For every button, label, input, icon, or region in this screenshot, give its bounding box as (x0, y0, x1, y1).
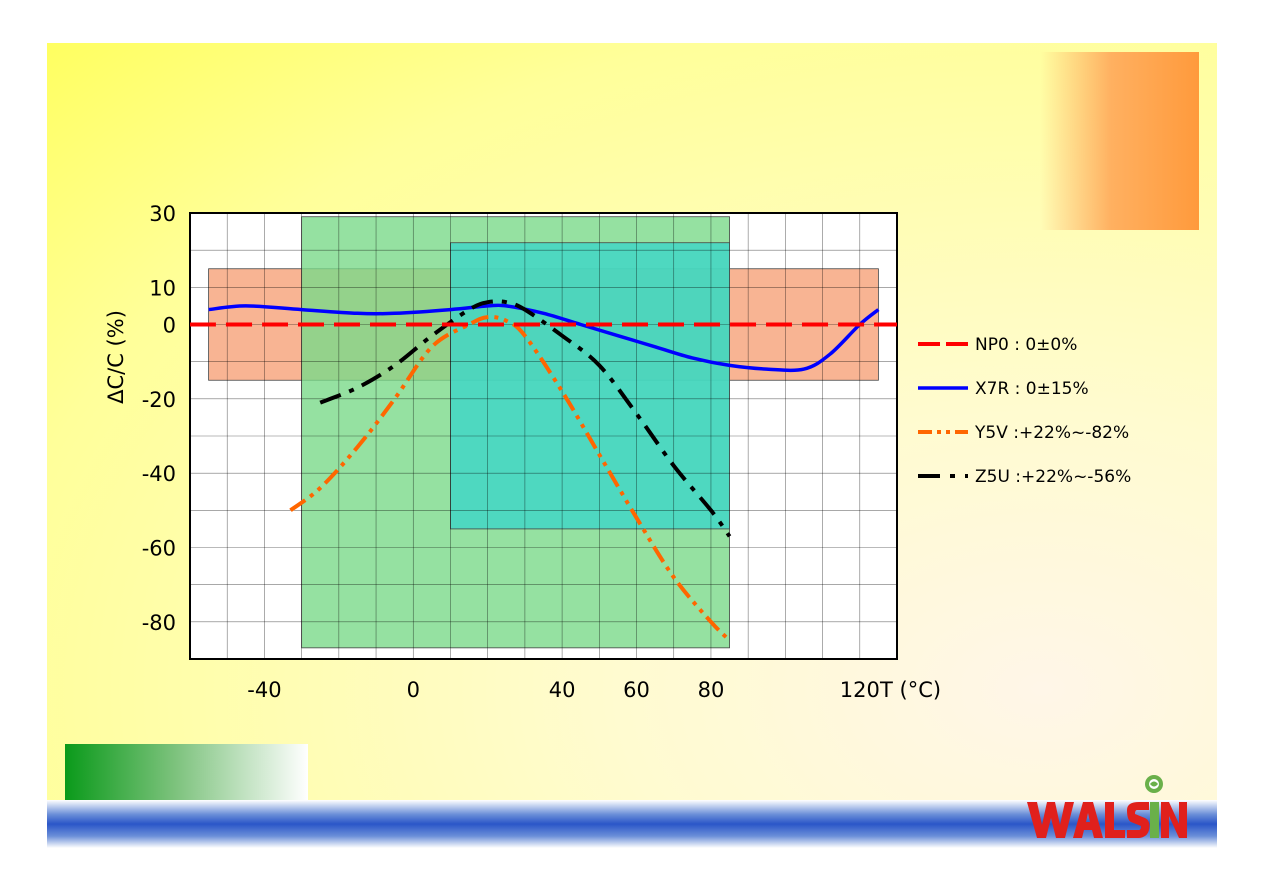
legend: NP0 : 0±0% X7R : 0±15% Y5V :+22%~-82% Z5U :… (918, 335, 1131, 487)
legend-label-0: NP0 : 0±0% (975, 335, 1077, 355)
series-lines (190, 299, 897, 642)
x-tick-label: 40 (549, 678, 576, 702)
logo-wordmark-icon (1027, 802, 1187, 838)
x-tick-labels: -40 0 40 60 80 120 (247, 678, 880, 702)
x-tick-label: 80 (698, 678, 725, 702)
y-tick-labels: 30 10 0 -20 -40 -60 -80 (142, 202, 176, 635)
y-tick-label: 30 (149, 202, 176, 226)
tolerance-region-2 (450, 242, 730, 530)
series-line-1 (208, 303, 880, 373)
legend-label-2: Y5V :+22%~-82% (974, 423, 1129, 443)
y-tick-label: 0 (163, 314, 176, 338)
x-tick-label: 120 (840, 678, 880, 702)
x-tick-label: 0 (407, 678, 420, 702)
legend-label-3: Z5U :+22%~-56% (975, 467, 1131, 487)
legend-label-1: X7R : 0±15% (975, 379, 1089, 399)
y-tick-label: -20 (142, 388, 176, 412)
plot-frame (189, 212, 898, 660)
x-tick-label: 60 (623, 678, 650, 702)
x-tick-label: -40 (247, 678, 281, 702)
series-line-2 (289, 314, 732, 642)
y-tick-label: 10 (149, 276, 176, 300)
y-tick-label: -80 (142, 611, 176, 635)
x-axis-label: T (°C) (879, 678, 941, 702)
y-axis-label: ΔC/C (%) (104, 310, 128, 404)
blue-footer-band (47, 800, 1217, 848)
y-tick-label: -40 (142, 462, 176, 486)
logo-emblem-icon (1145, 775, 1163, 793)
orange-corner-decoration (1040, 52, 1199, 230)
y-tick-label: -60 (142, 537, 176, 561)
walsin-logo (1027, 775, 1187, 838)
